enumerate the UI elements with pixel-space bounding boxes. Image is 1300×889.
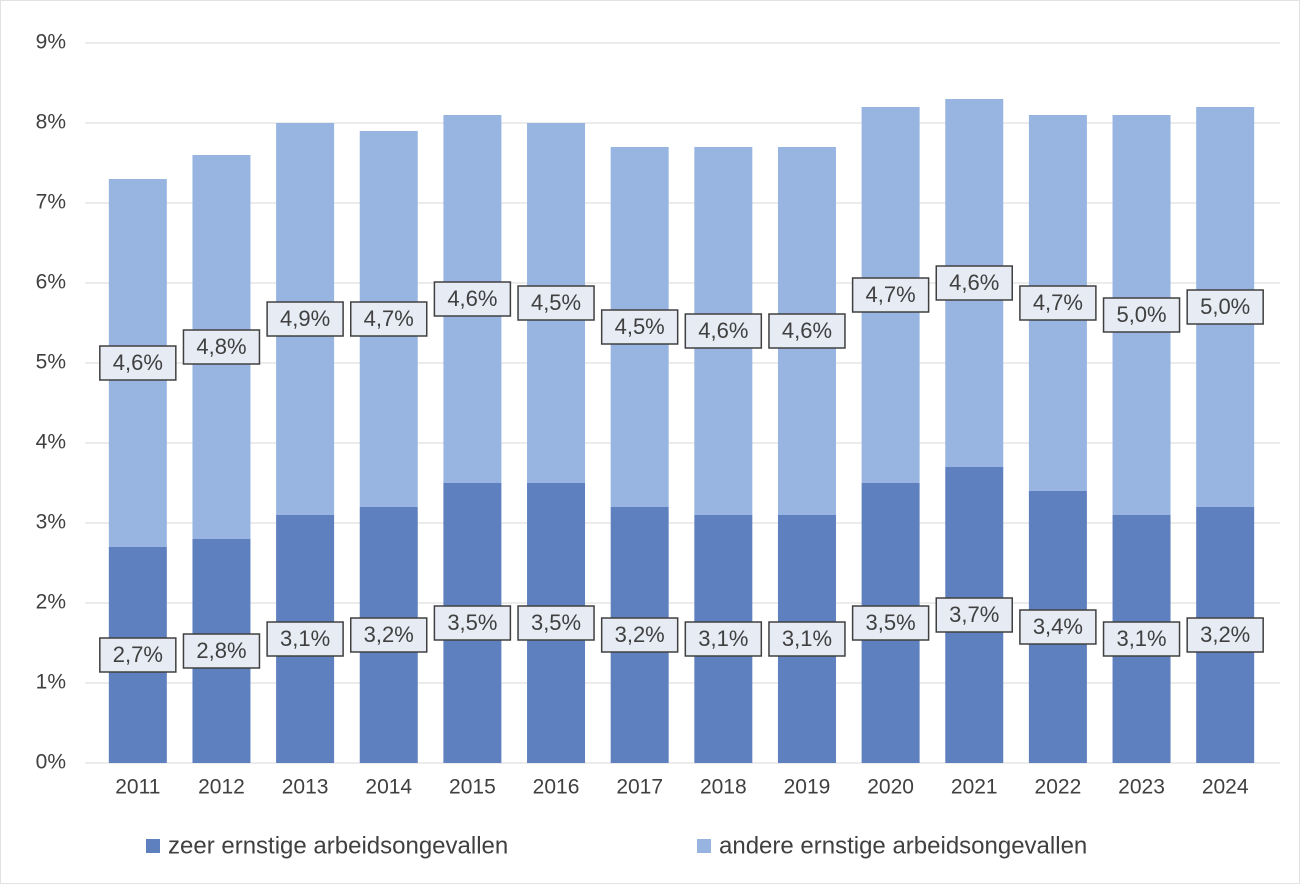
x-tick-label: 2021 bbox=[951, 776, 998, 799]
data-label: 3,2% bbox=[1200, 622, 1250, 647]
data-label: 4,6% bbox=[447, 286, 497, 311]
legend-marker bbox=[146, 839, 160, 853]
x-tick-label: 2017 bbox=[616, 776, 663, 799]
data-label-box bbox=[684, 313, 763, 349]
x-tick-label: 2019 bbox=[784, 776, 831, 799]
data-label: 5,0% bbox=[1116, 302, 1166, 327]
data-label: 3,4% bbox=[1033, 614, 1083, 639]
x-tick-label: 2016 bbox=[533, 776, 580, 799]
x-tick-label: 2023 bbox=[1118, 776, 1165, 799]
data-label: 4,7% bbox=[1033, 290, 1083, 315]
y-tick-label: 9% bbox=[36, 31, 66, 54]
data-label: 3,1% bbox=[280, 626, 330, 651]
data-label-box bbox=[433, 605, 512, 641]
data-label-box bbox=[517, 605, 595, 641]
y-tick-label: 2% bbox=[36, 591, 66, 614]
data-label: 3,7% bbox=[949, 602, 999, 627]
data-label-box bbox=[1186, 289, 1264, 325]
data-label: 2,8% bbox=[196, 638, 246, 663]
data-label-box bbox=[851, 277, 930, 313]
data-label: 4,6% bbox=[113, 350, 163, 375]
data-label-box bbox=[935, 597, 1013, 633]
data-label: 3,1% bbox=[782, 626, 832, 651]
data-label-box bbox=[266, 301, 344, 337]
data-label-box bbox=[182, 329, 261, 365]
data-label: 3,2% bbox=[615, 622, 665, 647]
x-tick-label: 2022 bbox=[1035, 776, 1082, 799]
y-tick-label: 1% bbox=[36, 671, 66, 694]
data-label: 2,7% bbox=[113, 642, 163, 667]
data-label-box bbox=[1102, 297, 1181, 333]
data-label: 4,6% bbox=[782, 318, 832, 343]
data-label-box bbox=[182, 633, 261, 669]
data-label-box bbox=[768, 621, 846, 657]
data-label: 4,9% bbox=[280, 306, 330, 331]
data-label: 3,2% bbox=[364, 622, 414, 647]
data-label-box bbox=[684, 621, 763, 657]
data-label: 4,7% bbox=[364, 306, 414, 331]
data-label: 3,5% bbox=[866, 610, 916, 635]
legend-label: andere ernstige arbeidsongevallen bbox=[719, 832, 1087, 859]
x-tick-label: 2015 bbox=[449, 776, 496, 799]
data-label-box bbox=[851, 605, 930, 641]
data-label-box bbox=[1019, 609, 1097, 645]
data-label-box bbox=[350, 617, 428, 653]
y-tick-label: 8% bbox=[36, 111, 66, 134]
data-label: 3,5% bbox=[447, 610, 497, 635]
data-label-box bbox=[1102, 621, 1181, 657]
x-tick-label: 2011 bbox=[115, 776, 160, 799]
x-tick-label: 2013 bbox=[282, 776, 329, 799]
data-label: 4,5% bbox=[615, 314, 665, 339]
data-label-box bbox=[768, 313, 846, 349]
y-tick-label: 0% bbox=[36, 751, 66, 774]
data-label-box bbox=[600, 617, 679, 653]
data-label: 3,1% bbox=[1116, 626, 1166, 651]
data-label-box bbox=[433, 281, 512, 317]
x-tick-label: 2018 bbox=[700, 776, 747, 799]
data-label-box bbox=[1186, 617, 1264, 653]
data-label: 5,0% bbox=[1200, 294, 1250, 319]
x-tick-label: 2014 bbox=[365, 776, 412, 799]
data-label: 4,6% bbox=[949, 270, 999, 295]
data-label: 4,5% bbox=[531, 290, 581, 315]
data-label: 4,6% bbox=[698, 318, 748, 343]
x-tick-label: 2012 bbox=[198, 776, 245, 799]
data-label: 3,1% bbox=[698, 626, 748, 651]
data-label-box bbox=[517, 285, 595, 321]
data-label-box bbox=[1019, 285, 1097, 321]
data-label-box bbox=[99, 637, 177, 673]
data-label-box bbox=[350, 301, 428, 337]
y-tick-label: 4% bbox=[36, 431, 66, 454]
data-label-box bbox=[600, 309, 679, 345]
data-label-box bbox=[935, 265, 1013, 301]
x-tick-label: 2024 bbox=[1202, 776, 1249, 799]
data-label: 4,7% bbox=[866, 282, 916, 307]
y-tick-label: 5% bbox=[36, 351, 66, 374]
y-tick-label: 7% bbox=[36, 191, 66, 214]
data-label-box bbox=[99, 345, 177, 381]
data-label: 3,5% bbox=[531, 610, 581, 635]
y-tick-label: 3% bbox=[36, 511, 66, 534]
legend-label: zeer ernstige arbeidsongevallen bbox=[168, 832, 508, 859]
legend-marker bbox=[697, 839, 711, 853]
data-label: 4,8% bbox=[196, 334, 246, 359]
y-tick-label: 6% bbox=[36, 271, 66, 294]
data-label-box bbox=[266, 621, 344, 657]
x-tick-label: 2020 bbox=[867, 776, 914, 799]
